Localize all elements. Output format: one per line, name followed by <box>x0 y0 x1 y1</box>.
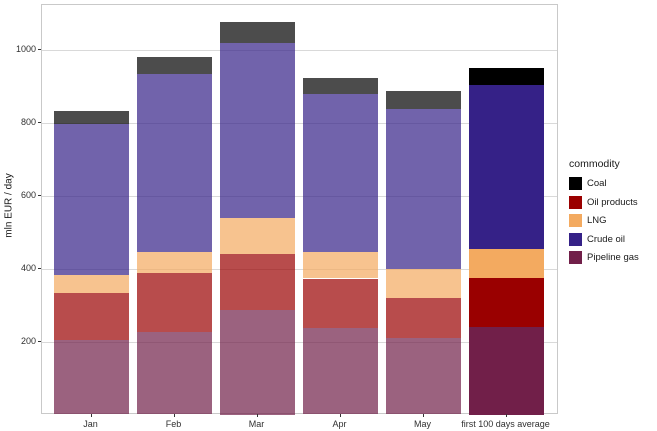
bar-mar-crude-oil <box>220 42 295 219</box>
x-tick-mark <box>173 414 175 417</box>
bar-mar-lng <box>220 218 295 254</box>
y-tick-mark <box>38 121 41 123</box>
x-tick-mark <box>256 414 258 417</box>
x-tick-label-apr: Apr <box>332 419 347 429</box>
legend-label-pipeline-gas: Pipeline gas <box>587 252 639 263</box>
legend-label-crude-oil: Crude oil <box>587 233 626 245</box>
y-tick-mark <box>38 49 41 50</box>
y-axis-title: mln EUR / day <box>3 173 15 238</box>
bar-apr-coal <box>303 77 378 94</box>
x-tick-mark <box>422 414 424 417</box>
legend-swatch-oil-products <box>569 195 582 209</box>
bar-mar-pipeline-gas <box>220 309 295 415</box>
gridline-200 <box>42 341 557 343</box>
bar-mar-coal <box>220 22 295 43</box>
gridline-1000 <box>42 50 557 51</box>
x-tick-label-mar: Mar <box>248 419 265 429</box>
legend-item-coal: Coal <box>569 177 657 190</box>
legend-title: commodity <box>569 158 620 170</box>
legend-label-coal: Coal <box>587 178 607 189</box>
legend-item-oil-products: Oil products <box>569 195 657 209</box>
bar-feb-lng <box>137 252 212 274</box>
bar-apr-crude-oil <box>303 93 378 253</box>
legend-swatch-crude-oil <box>569 232 582 246</box>
legend-item-lng: LNG <box>569 214 657 227</box>
y-tick-label-400: 400 <box>20 262 36 273</box>
x-tick-label-feb: Feb <box>165 419 182 429</box>
bar-first-100-days-average-lng <box>469 248 544 278</box>
bar-jan-oil-products <box>54 293 129 340</box>
gridline-400 <box>42 268 557 270</box>
bar-feb-coal <box>137 57 212 74</box>
legend-swatch-pipeline-gas <box>569 251 582 264</box>
bar-apr-pipeline-gas <box>303 327 378 415</box>
y-tick-mark <box>38 340 41 342</box>
legend-item-crude-oil: Crude oil <box>569 232 657 246</box>
bar-first-100-days-average-coal <box>469 67 544 85</box>
x-tick-mark <box>339 414 341 417</box>
legend-item-pipeline-gas: Pipeline gas <box>569 251 657 264</box>
bar-jan-lng <box>54 274 129 294</box>
bar-feb-oil-products <box>137 273 212 332</box>
bar-first-100-days-average-crude-oil <box>469 84 544 249</box>
bar-jan-pipeline-gas <box>54 339 129 415</box>
x-tick-mark <box>505 414 507 417</box>
bar-may-crude-oil <box>386 108 461 270</box>
y-tick-label-800: 800 <box>20 116 36 127</box>
bar-mar-oil-products <box>220 253 295 310</box>
x-tick-label-first-100-days-average: first 100 days average <box>461 419 550 429</box>
bar-first-100-days-average-pipeline-gas <box>469 327 544 415</box>
bar-may-oil-products <box>386 298 461 339</box>
gridline-600 <box>42 195 557 197</box>
y-tick-label-1000: 1000 <box>15 44 36 54</box>
bar-apr-oil-products <box>303 278 378 328</box>
x-tick-label-jan: Jan <box>83 419 98 429</box>
bar-may-coal <box>386 91 461 109</box>
bar-apr-lng <box>303 252 378 279</box>
bar-may-pipeline-gas <box>386 338 461 415</box>
y-tick-label-600: 600 <box>20 189 36 200</box>
plot-panel <box>41 4 558 415</box>
legend-items: Coal Oil products LNG Crude oil Pipeline gas <box>569 177 657 264</box>
legend-label-lng: LNG <box>587 215 607 226</box>
y-tick-label-200: 200 <box>20 335 36 346</box>
bar-jan-crude-oil <box>54 123 129 275</box>
bar-feb-pipeline-gas <box>137 331 212 415</box>
y-tick-mark <box>38 194 41 196</box>
bar-first-100-days-average-oil-products <box>469 277 544 327</box>
bar-may-lng <box>386 269 461 299</box>
legend-swatch-lng <box>569 214 582 227</box>
bar-jan-coal <box>54 110 129 124</box>
legend-swatch-coal <box>569 177 582 190</box>
legend-label-oil-products: Oil products <box>587 196 638 208</box>
bar-feb-crude-oil <box>137 73 212 253</box>
x-tick-label-may: May <box>413 419 431 429</box>
y-tick-mark <box>38 267 41 269</box>
x-tick-mark <box>90 414 92 417</box>
gridline-800 <box>42 122 557 124</box>
legend: commodity Coal Oil products LNG Crude oil Pi… <box>569 158 657 270</box>
